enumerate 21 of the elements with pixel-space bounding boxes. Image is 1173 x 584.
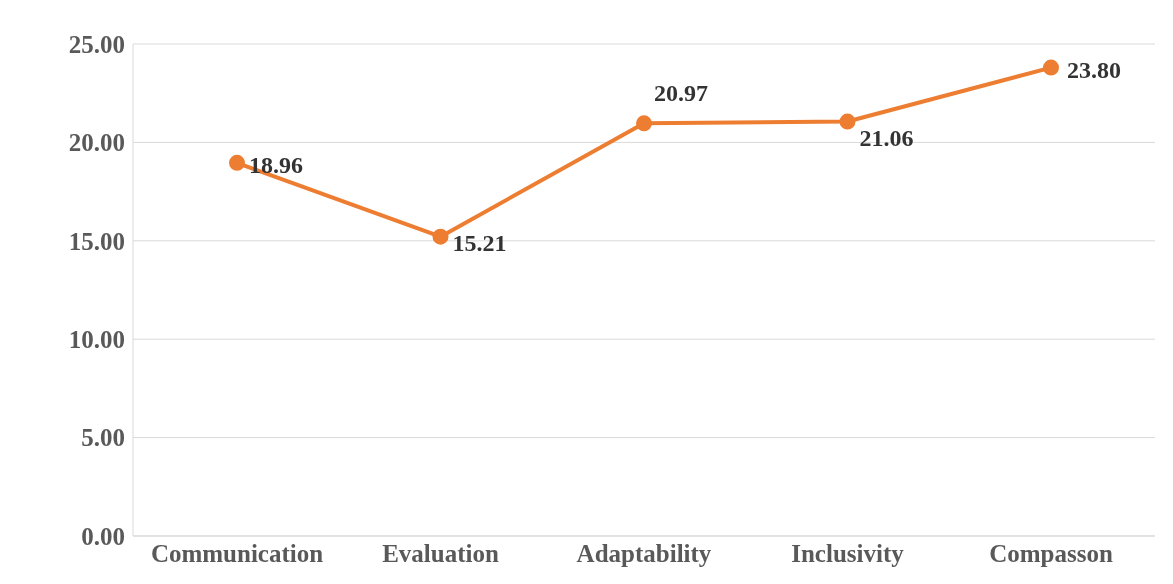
x-tick-label: Evaluation — [382, 539, 499, 567]
point — [432, 228, 449, 245]
y-tick-label: 20.00 — [68, 129, 125, 157]
y-tick-label: 25.00 — [68, 30, 125, 58]
y-tick-label: 10.00 — [68, 326, 125, 354]
data-label: 20.97 — [654, 80, 708, 107]
x-tick-label: Inclusivity — [791, 539, 905, 567]
x-tick-label: Adaptability — [576, 539, 712, 567]
y-tick-label: 5.00 — [81, 424, 125, 452]
y-tick-label: 15.00 — [68, 227, 125, 255]
data-label: 23.80 — [1067, 56, 1121, 83]
point — [636, 115, 652, 132]
point — [229, 154, 245, 171]
y-tick-label: 0.00 — [81, 522, 125, 550]
point — [1043, 59, 1059, 76]
point — [839, 113, 856, 130]
data-label: 18.96 — [249, 151, 303, 178]
data-label: 21.06 — [859, 124, 914, 151]
data-label: 15.21 — [452, 229, 507, 256]
x-tick-label: Communication — [150, 539, 324, 567]
x-tick-label: Compasson — [989, 539, 1113, 567]
